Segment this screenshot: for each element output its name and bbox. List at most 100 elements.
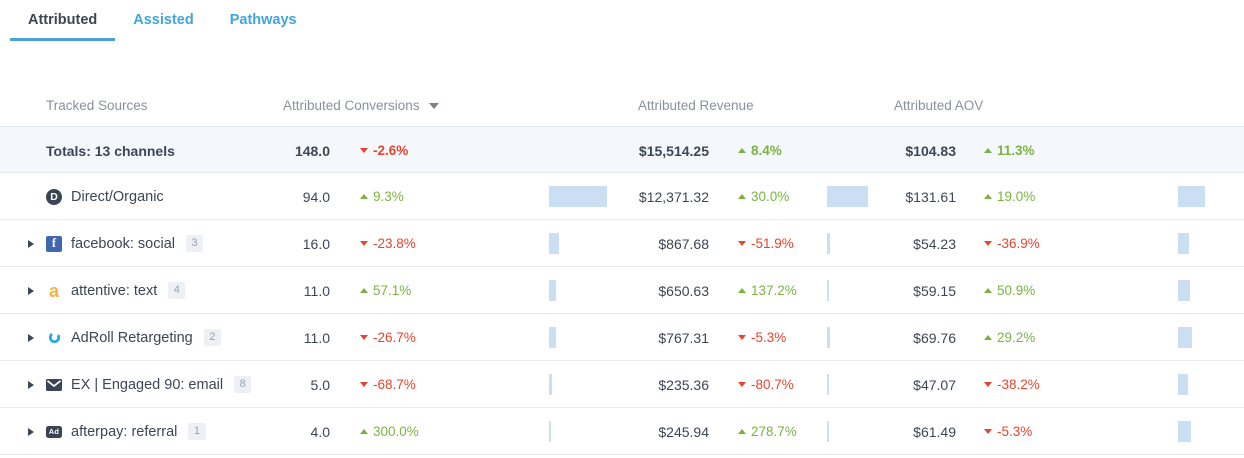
revenue-bar — [827, 421, 829, 442]
conversions-value: 16.0 — [302, 235, 330, 252]
conversions-delta: -26.7% — [330, 330, 549, 345]
expand-arrow-icon[interactable] — [28, 427, 34, 436]
source-count-badge: 8 — [234, 376, 252, 393]
conversions-bar — [549, 233, 559, 254]
tab-attributed[interactable]: Attributed — [10, 0, 116, 41]
adroll-icon — [46, 330, 62, 346]
email-icon — [46, 377, 62, 393]
source-cell: f facebook: social 3 — [0, 235, 268, 252]
trend-down-icon — [984, 429, 992, 434]
revenue-bar — [827, 280, 829, 301]
conversions-bar — [549, 186, 607, 207]
totals-aov-value: $104.83 — [905, 142, 956, 159]
revenue-bar — [827, 186, 868, 207]
col-header-attributed-conversions[interactable]: Attributed Conversions — [283, 98, 439, 113]
conversions-value: 11.0 — [303, 282, 330, 299]
source-count-badge: 2 — [203, 329, 221, 346]
table-row: f facebook: social 3 16.0 -23.8% $867.68… — [0, 220, 1244, 267]
source-count-badge: 1 — [188, 423, 206, 440]
conversions-bar — [549, 421, 551, 442]
conversions-bar — [549, 374, 552, 395]
totals-aov-delta: 11.3% — [956, 143, 1178, 158]
revenue-value: $767.31 — [658, 329, 709, 346]
revenue-value: $650.63 — [658, 282, 709, 299]
source-cell: AdRoll Retargeting 2 — [0, 329, 268, 346]
col-header-attributed-aov: Attributed AOV — [894, 98, 984, 113]
source-label: Direct/Organic — [71, 188, 164, 205]
trend-up-icon — [984, 288, 992, 293]
totals-revenue-delta: 8.4% — [709, 143, 827, 158]
table-row: AdRoll Retargeting 2 11.0 -26.7% $767.31… — [0, 314, 1244, 361]
totals-revenue-value: $15,514.25 — [638, 142, 709, 159]
trend-down-icon — [984, 241, 992, 246]
aov-delta: 19.0% — [956, 189, 1178, 204]
trend-up-icon — [360, 194, 368, 199]
trend-up-icon — [738, 429, 746, 434]
revenue-bar — [827, 374, 829, 395]
trend-up-icon — [738, 288, 746, 293]
aov-bar — [1178, 327, 1192, 348]
aov-value: $59.15 — [913, 282, 956, 299]
trend-up-icon — [360, 429, 368, 434]
revenue-delta: -51.9% — [709, 236, 827, 251]
aov-delta: 29.2% — [956, 330, 1178, 345]
trend-up-icon — [738, 194, 746, 199]
revenue-delta: 137.2% — [709, 283, 827, 298]
trend-down-icon — [360, 148, 368, 153]
attribution-table: Tracked Sources Attributed Conversions A… — [0, 86, 1244, 455]
table-row: D Direct/Organic 94.0 9.3% $12,371.32 30… — [0, 173, 1244, 220]
aov-bar — [1178, 186, 1205, 207]
trend-down-icon — [984, 382, 992, 387]
aov-bar — [1178, 280, 1190, 301]
aov-delta: 50.9% — [956, 283, 1178, 298]
source-cell: EX | Engaged 90: email 8 — [0, 376, 268, 393]
source-cell: D Direct/Organic — [0, 188, 268, 205]
expand-arrow-icon[interactable] — [28, 286, 34, 295]
aov-bar — [1178, 374, 1188, 395]
trend-up-icon — [360, 288, 368, 293]
facebook-icon: f — [46, 235, 62, 252]
conversions-delta: -68.7% — [330, 377, 549, 392]
aov-delta: -38.2% — [956, 377, 1178, 392]
table-body: D Direct/Organic 94.0 9.3% $12,371.32 30… — [0, 173, 1244, 455]
attentive-icon: a — [48, 282, 59, 299]
aov-value: $69.76 — [913, 329, 956, 346]
trend-down-icon — [360, 382, 368, 387]
revenue-delta: -5.3% — [709, 330, 827, 345]
source-cell: a attentive: text 4 — [0, 282, 268, 299]
conversions-value: 11.0 — [303, 329, 330, 346]
trend-up-icon — [984, 335, 992, 340]
trend-down-icon — [360, 335, 368, 340]
revenue-value: $235.36 — [658, 376, 709, 393]
totals-conversions-value: 148.0 — [294, 142, 330, 159]
source-label: facebook: social — [71, 235, 175, 252]
conversions-delta: 300.0% — [330, 424, 549, 439]
tab-pathways[interactable]: Pathways — [229, 12, 297, 28]
sort-caret-icon — [428, 103, 439, 109]
conversions-bar — [549, 280, 556, 301]
totals-conversions-delta: -2.6% — [330, 143, 549, 158]
aov-value: $54.23 — [913, 235, 956, 252]
source-label: attentive: text — [71, 282, 158, 299]
revenue-bar — [827, 233, 830, 254]
table-row: a attentive: text 4 11.0 57.1% $650.63 1… — [0, 267, 1244, 314]
revenue-value: $12,371.32 — [638, 188, 709, 205]
table-header: Tracked Sources Attributed Conversions A… — [0, 86, 1244, 126]
revenue-delta: -80.7% — [709, 377, 827, 392]
expand-arrow-icon[interactable] — [28, 380, 34, 389]
conversions-value: 4.0 — [310, 423, 330, 440]
expand-arrow-icon[interactable] — [28, 239, 34, 248]
revenue-bar — [827, 327, 830, 348]
source-count-badge: 4 — [168, 282, 186, 299]
source-label: afterpay: referral — [71, 423, 178, 440]
trend-down-icon — [738, 335, 746, 340]
col-header-tracked-sources: Tracked Sources — [46, 98, 148, 113]
expand-arrow-icon[interactable] — [28, 333, 34, 342]
revenue-value: $867.68 — [658, 235, 709, 252]
aov-value: $47.07 — [913, 376, 956, 393]
tab-assisted[interactable]: Assisted — [133, 12, 194, 28]
source-count-badge: 3 — [185, 235, 204, 252]
conversions-value: 94.0 — [302, 188, 330, 205]
aov-bar — [1178, 233, 1189, 254]
conversions-delta: 9.3% — [330, 189, 549, 204]
